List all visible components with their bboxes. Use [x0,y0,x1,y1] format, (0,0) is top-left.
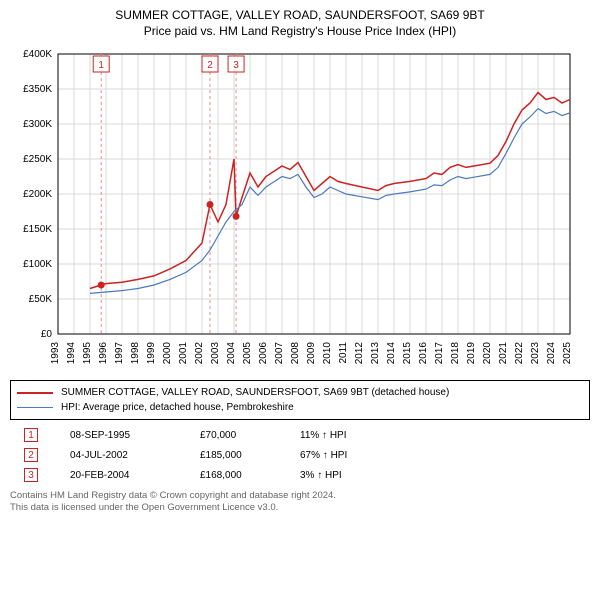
legend-label-2: HPI: Average price, detached house, Pemb… [61,400,294,415]
sale-marker-3: 3 [24,468,38,482]
svg-text:2012: 2012 [354,342,365,365]
chart-title: SUMMER COTTAGE, VALLEY ROAD, SAUNDERSFOO… [10,8,590,22]
svg-text:1994: 1994 [66,342,77,365]
sale-marker-2: 2 [24,448,38,462]
sales-table: 1 08-SEP-1995 £70,000 11% ↑ HPI 2 04-JUL… [10,428,590,482]
chart-container: SUMMER COTTAGE, VALLEY ROAD, SAUNDERSFOO… [0,0,600,590]
svg-text:£50K: £50K [29,294,53,305]
svg-text:£300K: £300K [23,119,52,130]
legend-row-1: SUMMER COTTAGE, VALLEY ROAD, SAUNDERSFOO… [17,385,583,400]
chart-subtitle: Price paid vs. HM Land Registry's House … [10,24,590,38]
sale-date-2: 04-JUL-2002 [70,450,200,461]
table-row: 1 08-SEP-1995 £70,000 11% ↑ HPI [10,428,590,442]
svg-text:2: 2 [207,60,213,71]
svg-text:£150K: £150K [23,224,52,235]
svg-text:2017: 2017 [434,342,445,365]
svg-text:2025: 2025 [562,342,573,365]
svg-text:2020: 2020 [482,342,493,365]
svg-text:2021: 2021 [498,342,509,365]
sale-date-1: 08-SEP-1995 [70,430,200,441]
svg-text:2018: 2018 [450,342,461,365]
svg-text:2000: 2000 [162,342,173,365]
footer-line-2: This data is licensed under the Open Gov… [10,502,590,514]
table-row: 2 04-JUL-2002 £185,000 67% ↑ HPI [10,448,590,462]
legend: SUMMER COTTAGE, VALLEY ROAD, SAUNDERSFOO… [10,380,590,420]
svg-text:1998: 1998 [130,342,141,365]
svg-text:2004: 2004 [226,342,237,365]
svg-text:£100K: £100K [23,259,52,270]
svg-text:2002: 2002 [194,342,205,365]
svg-text:2011: 2011 [338,342,349,364]
svg-text:£400K: £400K [23,49,52,60]
svg-text:£250K: £250K [23,154,52,165]
svg-text:£350K: £350K [23,84,52,95]
footer-attribution: Contains HM Land Registry data © Crown c… [10,490,590,515]
svg-text:1993: 1993 [50,342,61,365]
svg-text:2015: 2015 [402,342,413,365]
svg-text:2003: 2003 [210,342,221,365]
sale-change-3: 3% ↑ HPI [300,470,410,481]
svg-text:1: 1 [98,60,104,71]
svg-text:£0: £0 [41,329,53,340]
svg-text:2022: 2022 [514,342,525,365]
sale-change-2: 67% ↑ HPI [300,450,410,461]
svg-text:3: 3 [233,60,239,71]
svg-text:2008: 2008 [290,342,301,365]
svg-text:2013: 2013 [370,342,381,365]
svg-text:2005: 2005 [242,342,253,365]
svg-text:2001: 2001 [178,342,189,365]
svg-text:1997: 1997 [114,342,125,365]
svg-text:2019: 2019 [466,342,477,365]
chart-svg: £0 £50K £100K £150K £200K £250K £300K £350K £400… [10,44,580,374]
svg-text:2010: 2010 [322,342,333,365]
legend-swatch-2 [17,407,53,409]
footer-line-1: Contains HM Land Registry data © Crown c… [10,490,590,502]
sale-marker-1: 1 [24,428,38,442]
svg-text:1995: 1995 [82,342,93,365]
svg-text:2009: 2009 [306,342,317,365]
svg-text:2016: 2016 [418,342,429,365]
svg-text:1999: 1999 [146,342,157,365]
sale-price-2: £185,000 [200,450,300,461]
svg-text:1996: 1996 [98,342,109,365]
sale-change-1: 11% ↑ HPI [300,430,410,441]
sale-price-1: £70,000 [200,430,300,441]
legend-row-2: HPI: Average price, detached house, Pemb… [17,400,583,415]
table-row: 3 20-FEB-2004 £168,000 3% ↑ HPI [10,468,590,482]
legend-swatch-1 [17,392,53,394]
svg-text:2006: 2006 [258,342,269,365]
svg-text:2007: 2007 [274,342,285,365]
legend-label-1: SUMMER COTTAGE, VALLEY ROAD, SAUNDERSFOO… [61,385,449,400]
sale-price-3: £168,000 [200,470,300,481]
svg-text:2014: 2014 [386,342,397,365]
sale-date-3: 20-FEB-2004 [70,470,200,481]
chart-area: £0 £50K £100K £150K £200K £250K £300K £350K £400… [10,44,590,374]
svg-text:2023: 2023 [530,342,541,365]
svg-text:2024: 2024 [546,342,557,365]
svg-text:£200K: £200K [23,189,52,200]
